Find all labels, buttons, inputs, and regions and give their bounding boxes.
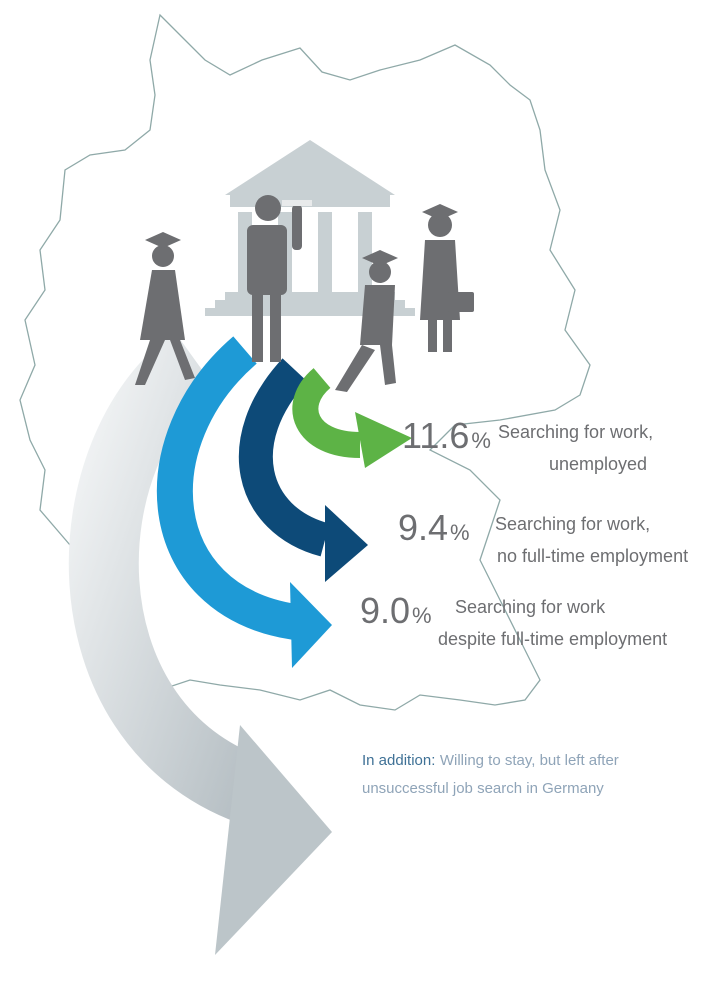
figures [135,195,474,392]
note-text: unsuccessful job search in Germany [362,780,604,797]
stat-number: 11.6 [402,415,469,456]
stat-label: Searching for work [455,597,606,617]
green-arrow [292,368,361,458]
stat-label: Searching for work, [498,422,653,442]
green-arrow-head [355,412,412,468]
gray-arrow [68,331,264,823]
note-text: Willing to stay, but left after [440,752,619,769]
stat-label: Searching for work, [495,514,650,534]
gray-arrow-head [215,725,332,955]
stat-label: unemployed [549,454,647,474]
stat-number: 9.0 [360,590,410,631]
stat-unit: % [471,428,491,453]
stat-label: despite full-time employment [438,629,667,649]
stat-number: 9.4 [398,507,448,548]
navy-arrow-head [325,505,368,582]
stat-value: 11.6% [402,415,491,456]
stat-unit: % [450,520,470,545]
stat-value: 9.4% [398,507,470,548]
stat-label: no full-time employment [497,546,688,566]
blue-arrow-head [290,582,332,668]
stat-value: 9.0% [360,590,432,631]
note-head: In addition: [362,752,435,769]
stat-unit: % [412,603,432,628]
note: In addition: Willing to stay, but left a… [362,752,623,797]
blue-arrow [156,336,299,640]
map-outline [19,13,591,711]
navy-arrow [238,358,331,557]
